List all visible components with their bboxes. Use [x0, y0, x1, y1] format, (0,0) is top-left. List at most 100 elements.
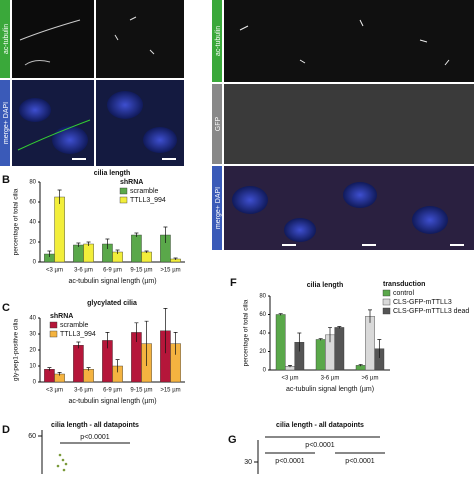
y-tick-label: 40 [29, 220, 36, 226]
error-bar [76, 242, 81, 247]
error-bar [163, 226, 168, 243]
y-tick-label: 20 [29, 348, 36, 354]
bar [334, 327, 345, 371]
error-bar [86, 241, 91, 246]
panel-letter: G [228, 434, 237, 446]
error-bar [368, 309, 372, 323]
legend-swatch [119, 196, 128, 204]
y-axis-label: gly-pep1-positive cilia [13, 319, 20, 382]
y-tick-label: 0 [263, 368, 267, 374]
error-bar [328, 327, 332, 343]
error-bar [278, 313, 283, 316]
x-tick-label: 9-15 µm [130, 268, 152, 274]
legend-swatch [49, 321, 58, 329]
x-tick-label: 3-6 µm [74, 388, 93, 394]
image-label: merge+ DAPI [3, 102, 10, 144]
bar [83, 369, 94, 383]
p-value: p<0.0001 [345, 458, 374, 465]
bar [275, 314, 286, 371]
bar [73, 244, 84, 263]
image-label: GFP [215, 116, 222, 131]
panel-title: cilia length - all datapoints [51, 422, 139, 429]
bar [315, 339, 326, 371]
error-bar [76, 341, 81, 349]
y-tick-label: 80 [259, 294, 266, 300]
y-tick-label: 80 [29, 180, 36, 186]
error-bar [47, 250, 52, 257]
error-bar [358, 364, 363, 367]
x-tick-label: 3-6 µm [74, 268, 93, 274]
legend-title: transduction [383, 281, 425, 288]
error-bar [105, 238, 110, 249]
x-tick-label: 6-9 µm [103, 268, 122, 274]
legend-label: CLS-GFP-mTTLL3 [393, 299, 452, 306]
error-bar [163, 308, 168, 354]
x-tick-label: <3 µm [46, 268, 63, 274]
legend-label: scramble [130, 188, 159, 195]
y-tick-label: 40 [29, 316, 36, 322]
legend-label: scramble [60, 322, 89, 329]
bar [141, 251, 152, 263]
legend-title: shRNA [120, 179, 143, 186]
bar [131, 234, 142, 263]
error-bar [173, 257, 178, 260]
error-bar [134, 232, 139, 237]
x-axis-label: ac-tubulin signal length (µm) [68, 278, 156, 285]
y-tick-label: 20 [29, 240, 36, 246]
image-label: ac-tubulin [3, 24, 10, 54]
x-tick-label: 9-15 µm [130, 388, 152, 394]
y-axis-label: percentage of total cilia [243, 299, 250, 366]
error-bar [288, 365, 292, 368]
x-tick-label: <3 µm [46, 388, 63, 394]
y-tick-label: 20 [259, 349, 266, 355]
p-value: p<0.0001 [80, 434, 109, 441]
x-tick-label: 3-6 µm [321, 376, 340, 382]
y-tick-label: 60 [259, 312, 266, 318]
bar [73, 345, 84, 383]
error-bar [86, 367, 91, 371]
legend-label: control [393, 290, 414, 297]
error-bar [115, 249, 120, 254]
x-tick-label: >15 µm [160, 268, 180, 274]
x-tick-label: 6-9 µm [103, 388, 122, 394]
legend-swatch [49, 330, 58, 338]
x-tick-label: >6 µm [362, 376, 379, 382]
panel-letter: F [230, 277, 237, 289]
panel-letter: C [2, 302, 10, 314]
y-tick-label: 0 [33, 380, 37, 386]
error-bar [144, 320, 149, 366]
x-tick-label: >15 µm [160, 388, 180, 394]
p-value: p<0.0001 [275, 458, 304, 465]
image-label: merge+ DAPI [215, 187, 222, 229]
error-bar [105, 332, 110, 349]
x-axis-label: ac-tubulin signal length (µm) [286, 386, 374, 393]
micrographs-right [212, 0, 474, 250]
image-label: ac-tubulin [215, 26, 222, 56]
y-tick-label: 30 [29, 332, 36, 338]
x-tick-label: <3 µm [282, 376, 299, 382]
p-value: p<0.0001 [305, 442, 334, 449]
x-axis-label: ac-tubulin signal length (µm) [68, 398, 156, 405]
chart-title: cilia length [307, 282, 344, 289]
legend-label: TTLL3_994 [130, 197, 166, 204]
y-tick-label: 40 [259, 331, 266, 337]
error-bar [134, 322, 139, 342]
error-bar [144, 250, 149, 253]
bar [365, 316, 375, 371]
y-tick-label: 30 [244, 459, 252, 466]
datapoints [56, 453, 68, 472]
panel-letter: D [2, 424, 10, 436]
chart-title: glycylated cilia [87, 300, 137, 307]
error-bar [173, 332, 178, 355]
legend-title: shRNA [50, 313, 73, 320]
micrographs-left [0, 0, 184, 166]
error-bar [47, 367, 52, 371]
legend-swatch [382, 307, 391, 315]
error-bar [57, 372, 62, 376]
error-bar [115, 359, 120, 373]
panel-title: cilia length - all datapoints [276, 422, 364, 429]
legend-swatch [382, 289, 391, 297]
error-bar [297, 332, 302, 352]
error-bar [318, 338, 323, 341]
y-tick-label: 60 [28, 433, 36, 440]
